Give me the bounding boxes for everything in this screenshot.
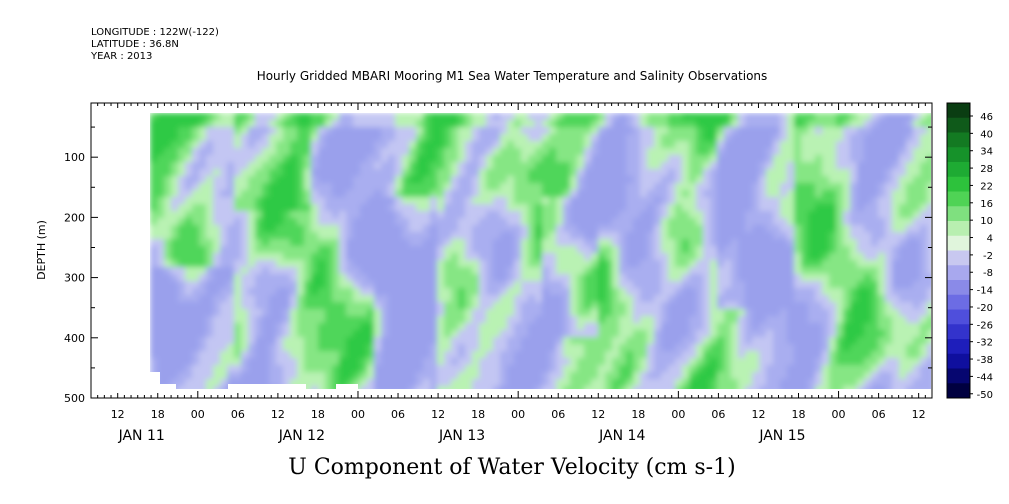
colorbar-swatch [947,117,970,133]
x-tick-label: 12 [111,408,125,421]
x-tick-label: 12 [431,408,445,421]
colorbar-label: -8 [983,268,993,279]
x-axis: 12 18 00 06 12 18 00 06 12 18 00 06 12 18 00 06 12 18 00 06… [90,103,933,444]
y-tick-label: 400 [64,332,85,345]
x-tick-label: 00 [511,408,525,421]
y-axis: 100 200 300 400 500 [64,126,932,405]
colorbar-swatch [947,280,970,296]
y-tick-label: 100 [64,151,85,164]
x-day-label: JAN 11 [118,428,165,444]
colorbar-label: 10 [980,216,993,227]
colorbar-swatch [947,265,970,281]
missing-data-gaps [150,372,931,398]
colorbar-swatch [947,250,970,266]
colorbar-swatch [947,132,970,148]
colorbar-swatch [947,383,970,399]
latitude-label: LATITUDE : 36.8N [91,39,179,50]
colorbar-swatch [947,339,970,355]
year-label: YEAR : 2013 [90,51,152,62]
longitude-label: LONGITUDE : 122W(-122) [91,27,219,38]
colorbar-swatch [947,368,970,384]
colorbar-swatch [947,176,970,192]
x-tick-label: 12 [751,408,765,421]
colorbar-label: -26 [977,320,993,331]
colorbar-swatch [947,221,970,237]
x-tick-label: 12 [591,408,605,421]
x-tick-label: 12 [271,408,285,421]
colorbar-swatch [947,294,970,310]
colorbar-frame [946,102,971,399]
x-tick-label: 00 [832,408,846,421]
x-tick-label: 00 [351,408,365,421]
colorbar-label: -32 [977,338,993,349]
colorbar-label: -14 [977,286,993,297]
x-tick-label: 06 [391,408,405,421]
x-tick-label: 06 [711,408,725,421]
x-tick-label: 18 [151,408,165,421]
colorbar-label: 46 [980,112,993,123]
colorbar-swatch [947,191,970,207]
heatmap-field [150,113,931,389]
colorbar-label: 16 [980,199,993,210]
x-day-label: JAN 14 [598,428,645,444]
colorbar-swatch [947,235,970,251]
colorbar-swatch [947,353,970,369]
colorbar: 46 40 34 28 22 16 10 4 -2 -8 -14 -20 -26 -32 -38 -44 -50 [946,102,993,401]
colorbar-swatch [947,162,970,178]
x-day-label: JAN 12 [278,428,325,444]
y-tick-label: 200 [64,211,85,224]
colorbar-swatch [947,206,970,222]
x-day-label: JAN 15 [758,428,805,444]
colorbar-label: -38 [977,355,993,366]
y-tick-label: 300 [64,272,85,285]
x-tick-label: 18 [471,408,485,421]
x-tick-label: 18 [792,408,806,421]
x-axis-label: U Component of Water Velocity (cm s-1) [288,455,735,480]
colorbar-label: 28 [980,164,993,175]
x-tick-label: 12 [912,408,926,421]
x-tick-label: 06 [872,408,886,421]
x-tick-label: 06 [231,408,245,421]
colorbar-label: -20 [977,303,993,314]
x-tick-label: 06 [551,408,565,421]
colorbar-label: 34 [980,147,993,158]
colorbar-swatch [947,324,970,340]
chart-title: Hourly Gridded MBARI Mooring M1 Sea Wate… [257,69,768,83]
colorbar-label: 40 [980,129,993,140]
colorbar-label: -50 [977,390,993,401]
colorbar-swatch [947,309,970,325]
x-tick-label: 00 [671,408,685,421]
x-tick-label: 18 [311,408,325,421]
colorbar-label: -44 [977,372,993,383]
colorbar-swatch [947,147,970,163]
colorbar-swatch [947,103,970,119]
y-axis-label: DEPTH (m) [35,220,48,280]
y-tick-label: 500 [64,392,85,405]
x-tick-label: 18 [631,408,645,421]
x-day-label: JAN 13 [438,428,485,444]
colorbar-label: 4 [987,234,993,245]
colorbar-label: 22 [980,181,993,192]
colorbar-label: -2 [983,251,993,262]
x-tick-label: 00 [191,408,205,421]
